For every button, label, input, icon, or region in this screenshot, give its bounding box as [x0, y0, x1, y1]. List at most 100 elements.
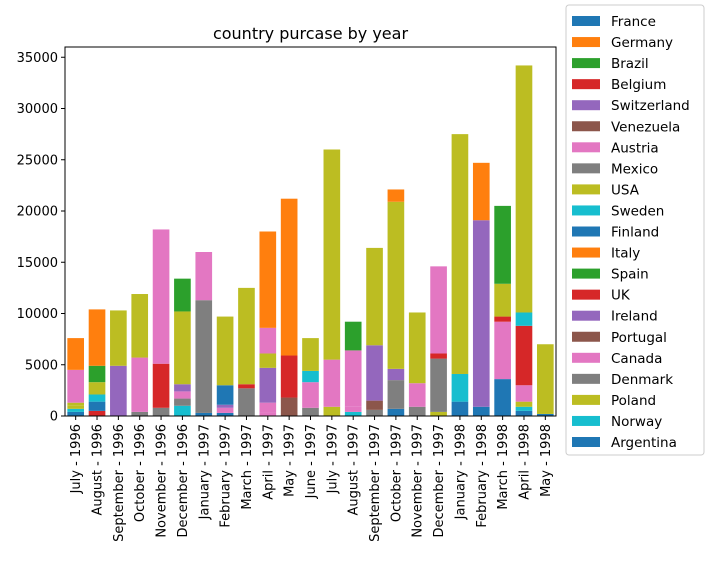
legend: France Germany Brazil Belgium Switzerland Ven…: [565, 4, 705, 456]
bar-segment: [88, 382, 106, 395]
legend-label: Poland: [611, 393, 656, 409]
bar-segment: [494, 205, 511, 284]
x-tick-label: January - 1998: [453, 424, 468, 520]
bar-segment: [195, 300, 213, 413]
bar-segment: [110, 365, 127, 416]
x-axis: July - 1996 August - 1996 September - 1996…: [69, 416, 554, 542]
bar-segment: [430, 353, 447, 359]
bar-segment: [110, 310, 127, 366]
bar-segment: [67, 408, 84, 412]
legend-swatch: [572, 16, 600, 26]
bar-segment: [494, 321, 511, 380]
bar-segment: [515, 65, 533, 313]
x-tick-label: December - 1997: [432, 424, 447, 537]
bar-segment: [152, 229, 170, 364]
legend-label: Venezuela: [611, 119, 680, 135]
legend-label: Germany: [611, 35, 673, 51]
bar-segment: [323, 406, 341, 416]
bar-segment: [344, 321, 362, 351]
bar-segment: [366, 247, 383, 346]
legend-label: Italy: [611, 246, 640, 262]
x-tick-label: September - 1997: [368, 424, 383, 542]
bar-segment: [216, 385, 234, 405]
x-tick-label: August - 1996: [91, 424, 106, 516]
bar-segment: [323, 149, 341, 360]
bar-segment: [174, 391, 191, 399]
y-axis: 0 5000 10000 15000 20000 25000 30000 35000: [17, 51, 65, 425]
bar-segment: [430, 266, 447, 354]
x-tick-label: February - 1997: [219, 424, 234, 528]
bar-segment: [88, 309, 106, 366]
bar-segment: [131, 294, 149, 358]
legend-swatch: [572, 310, 600, 321]
legend-swatch: [572, 205, 600, 216]
bar-segment: [280, 355, 298, 398]
legend-swatch: [572, 37, 600, 48]
bar-segment: [67, 338, 84, 370]
x-tick-label: July - 1997: [325, 424, 340, 494]
x-tick-label: October - 1997: [389, 424, 404, 522]
bar-segment: [152, 407, 170, 416]
legend-swatch: [572, 121, 600, 132]
legend-swatch: [572, 352, 600, 363]
legend-label: Spain: [611, 267, 649, 283]
y-tick-label: 20000: [17, 205, 58, 220]
bar-segment: [302, 407, 319, 416]
bar-segment: [88, 401, 106, 411]
legend-label: Norway: [611, 414, 662, 430]
bar-segment: [88, 410, 106, 417]
bar-segment: [472, 162, 490, 221]
bar-segment: [174, 311, 191, 385]
y-tick-label: 0: [50, 410, 58, 425]
bar-segment: [259, 412, 277, 416]
x-tick-label: April - 1997: [261, 424, 276, 500]
bar-segment: [174, 384, 191, 392]
bar-segment: [280, 198, 298, 356]
bar-segment: [259, 367, 277, 403]
legend-swatch: [572, 247, 600, 258]
x-tick-label: February - 1998: [475, 424, 490, 528]
bar-segment: [67, 369, 84, 403]
legend-swatch: [572, 331, 600, 342]
legend-label: Switzerland: [611, 98, 690, 114]
x-tick-label: September - 1996: [112, 424, 127, 542]
x-tick-label: November - 1997: [411, 424, 426, 538]
bar-segment: [344, 350, 362, 407]
x-tick-label: August - 1997: [347, 424, 362, 516]
bar-segment: [216, 316, 234, 386]
x-tick-label: January - 1997: [197, 424, 212, 520]
bars-layer: [67, 65, 554, 417]
legend-label: USA: [611, 182, 640, 198]
bar-segment: [537, 344, 554, 414]
bar-segment: [323, 359, 341, 407]
x-tick-label: July - 1996: [69, 424, 84, 494]
legend-label: Portugal: [611, 330, 667, 346]
bar-segment: [451, 373, 469, 402]
chart-title: country purcase by year: [213, 24, 408, 43]
bar-segment: [451, 134, 469, 374]
bar-segment: [174, 278, 191, 312]
bar-segment: [494, 283, 511, 317]
x-tick-label: May - 1998: [539, 424, 554, 497]
legend-swatch: [572, 226, 600, 237]
bar-segment: [259, 402, 277, 413]
y-tick-label: 15000: [17, 256, 58, 271]
bar-segment: [67, 411, 84, 416]
legend-label: Canada: [611, 351, 662, 367]
legend-label: France: [611, 14, 656, 30]
legend-label: UK: [611, 288, 631, 304]
legend-swatch: [572, 142, 600, 153]
bar-segment: [131, 411, 149, 416]
bar-segment: [88, 365, 106, 383]
y-tick-label: 25000: [17, 153, 58, 168]
legend-label: Argentina: [611, 435, 677, 451]
bar-segment: [494, 316, 511, 322]
bar-segment: [174, 398, 191, 406]
legend-swatch: [572, 394, 600, 405]
legend-label: Austria: [611, 140, 659, 156]
bar-segment: [515, 312, 533, 326]
bar-segment: [280, 397, 298, 416]
bar-segment: [537, 413, 554, 416]
bar-segment: [408, 312, 426, 384]
